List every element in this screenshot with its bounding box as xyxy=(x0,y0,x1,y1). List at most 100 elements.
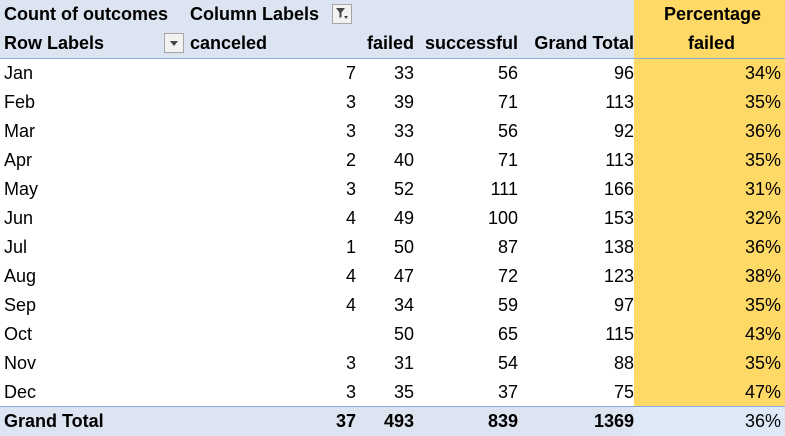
failed-cell[interactable]: 52 xyxy=(393,179,414,199)
table-row-aug: Aug 4 47 72 123 38% xyxy=(0,262,785,291)
successful-cell[interactable]: 71 xyxy=(497,150,518,170)
canceled-cell[interactable]: 3 xyxy=(345,92,356,112)
grand-total-failed[interactable]: 493 xyxy=(383,411,414,431)
failed-cell[interactable]: 39 xyxy=(393,92,414,112)
grand-total-cell[interactable]: 166 xyxy=(603,179,634,199)
percentage-failed-cell[interactable]: 32% xyxy=(634,204,785,233)
successful-cell[interactable]: 65 xyxy=(497,324,518,344)
failed-cell[interactable]: 33 xyxy=(393,63,414,83)
successful-cell[interactable]: 54 xyxy=(497,353,518,373)
successful-cell[interactable]: 87 xyxy=(497,237,518,257)
row-label[interactable]: Jun xyxy=(4,208,34,228)
table-row-mar: Mar 3 33 56 92 36% xyxy=(0,117,785,146)
grand-total-cell[interactable]: 75 xyxy=(613,382,634,402)
grand-total-cell[interactable]: 88 xyxy=(613,353,634,373)
canceled-cell[interactable]: 1 xyxy=(345,237,356,257)
column-header-failed[interactable]: failed xyxy=(366,33,414,53)
canceled-cell[interactable]: 3 xyxy=(345,382,356,402)
grand-total-cell[interactable]: 115 xyxy=(605,324,634,344)
successful-cell[interactable]: 71 xyxy=(497,92,518,112)
column-header-canceled[interactable]: canceled xyxy=(190,33,268,53)
failed-cell[interactable]: 50 xyxy=(393,237,414,257)
percentage-failed-cell[interactable]: 35% xyxy=(634,291,785,320)
grand-total-cell[interactable]: 123 xyxy=(603,266,634,286)
column-header-grand-total[interactable]: Grand Total xyxy=(534,33,634,53)
failed-cell[interactable]: 35 xyxy=(393,382,414,402)
canceled-cell[interactable]: 3 xyxy=(345,353,356,373)
canceled-cell[interactable]: 4 xyxy=(345,266,356,286)
column-filter-icon[interactable] xyxy=(332,4,352,24)
percentage-failed-cell[interactable]: 35% xyxy=(634,349,785,378)
grand-total-cell[interactable]: 92 xyxy=(613,121,634,141)
grand-total-cell[interactable]: 113 xyxy=(605,150,634,170)
percentage-failed-cell[interactable]: 31% xyxy=(634,175,785,204)
percentage-failed-cell[interactable]: 36% xyxy=(634,117,785,146)
row-label[interactable]: Jan xyxy=(4,63,34,83)
percentage-failed-cell[interactable]: 35% xyxy=(634,146,785,175)
header-divider xyxy=(0,58,785,59)
canceled-cell[interactable] xyxy=(186,320,356,349)
grand-total-divider xyxy=(0,406,785,407)
canceled-cell[interactable]: 4 xyxy=(345,208,356,228)
count-of-outcomes-label[interactable]: Count of outcomes xyxy=(4,4,168,24)
row-label[interactable]: Jul xyxy=(4,237,28,257)
grand-total-cell[interactable]: 96 xyxy=(613,63,634,83)
percentage-failed-cell[interactable]: 34% xyxy=(634,59,785,88)
grand-total-cell[interactable]: 113 xyxy=(605,92,634,112)
row-label[interactable]: Feb xyxy=(4,92,36,112)
percentage-failed-cell[interactable]: 38% xyxy=(634,262,785,291)
grand-total-cell[interactable]: 138 xyxy=(603,237,634,257)
percentage-failed-cell[interactable]: 35% xyxy=(634,88,785,117)
canceled-cell[interactable]: 7 xyxy=(345,63,356,83)
successful-cell[interactable]: 72 xyxy=(497,266,518,286)
column-header-successful[interactable]: successful xyxy=(424,33,518,53)
failed-cell[interactable]: 34 xyxy=(393,295,414,315)
successful-cell[interactable]: 59 xyxy=(497,295,518,315)
grand-total-percentage[interactable]: 36% xyxy=(634,407,785,436)
pivot-header-row-2: Row Labels canceled failed successful Gr… xyxy=(0,29,785,58)
row-label[interactable]: Sep xyxy=(4,295,37,315)
table-row-sep: Sep 4 34 59 97 35% xyxy=(0,291,785,320)
row-labels-header[interactable]: Row Labels xyxy=(4,33,105,53)
canceled-cell[interactable]: 2 xyxy=(345,150,356,170)
failed-cell[interactable]: 49 xyxy=(393,208,414,228)
row-filter-dropdown-icon[interactable] xyxy=(164,33,184,53)
percentage-failed-cell[interactable]: 43% xyxy=(634,320,785,349)
table-row-oct: Oct 50 65 115 43% xyxy=(0,320,785,349)
canceled-cell[interactable]: 3 xyxy=(345,121,356,141)
failed-cell[interactable]: 33 xyxy=(393,121,414,141)
percentage-header-line2[interactable]: failed xyxy=(634,29,785,58)
grand-total-successful[interactable]: 839 xyxy=(487,411,518,431)
row-label[interactable]: Oct xyxy=(4,324,33,344)
table-row-may: May 3 52 111 166 31% xyxy=(0,175,785,204)
successful-cell[interactable]: 111 xyxy=(490,179,518,199)
row-label[interactable]: May xyxy=(4,179,39,199)
successful-cell[interactable]: 100 xyxy=(487,208,518,228)
failed-cell[interactable]: 40 xyxy=(393,150,414,170)
failed-cell[interactable]: 50 xyxy=(393,324,414,344)
percentage-header-line1[interactable]: Percentage xyxy=(634,0,785,29)
column-labels-header[interactable]: Column Labels xyxy=(190,4,320,24)
row-label[interactable]: Dec xyxy=(4,382,37,402)
grand-total-canceled[interactable]: 37 xyxy=(335,411,356,431)
grand-total-total[interactable]: 1369 xyxy=(593,411,634,431)
grand-total-label[interactable]: Grand Total xyxy=(4,411,104,431)
grand-total-cell[interactable]: 97 xyxy=(613,295,634,315)
table-row-feb: Feb 3 39 71 113 35% xyxy=(0,88,785,117)
successful-cell[interactable]: 37 xyxy=(497,382,518,402)
grand-total-cell[interactable]: 153 xyxy=(603,208,634,228)
percentage-failed-cell[interactable]: 47% xyxy=(634,378,785,407)
table-row-jun: Jun 4 49 100 153 32% xyxy=(0,204,785,233)
percentage-failed-cell[interactable]: 36% xyxy=(634,233,785,262)
canceled-cell[interactable]: 4 xyxy=(345,295,356,315)
successful-cell[interactable]: 56 xyxy=(497,63,518,83)
table-row-apr: Apr 2 40 71 113 35% xyxy=(0,146,785,175)
failed-cell[interactable]: 31 xyxy=(393,353,414,373)
failed-cell[interactable]: 47 xyxy=(393,266,414,286)
row-label[interactable]: Aug xyxy=(4,266,37,286)
row-label[interactable]: Apr xyxy=(4,150,33,170)
row-label[interactable]: Nov xyxy=(4,353,37,373)
canceled-cell[interactable]: 3 xyxy=(345,179,356,199)
row-label[interactable]: Mar xyxy=(4,121,35,141)
successful-cell[interactable]: 56 xyxy=(497,121,518,141)
